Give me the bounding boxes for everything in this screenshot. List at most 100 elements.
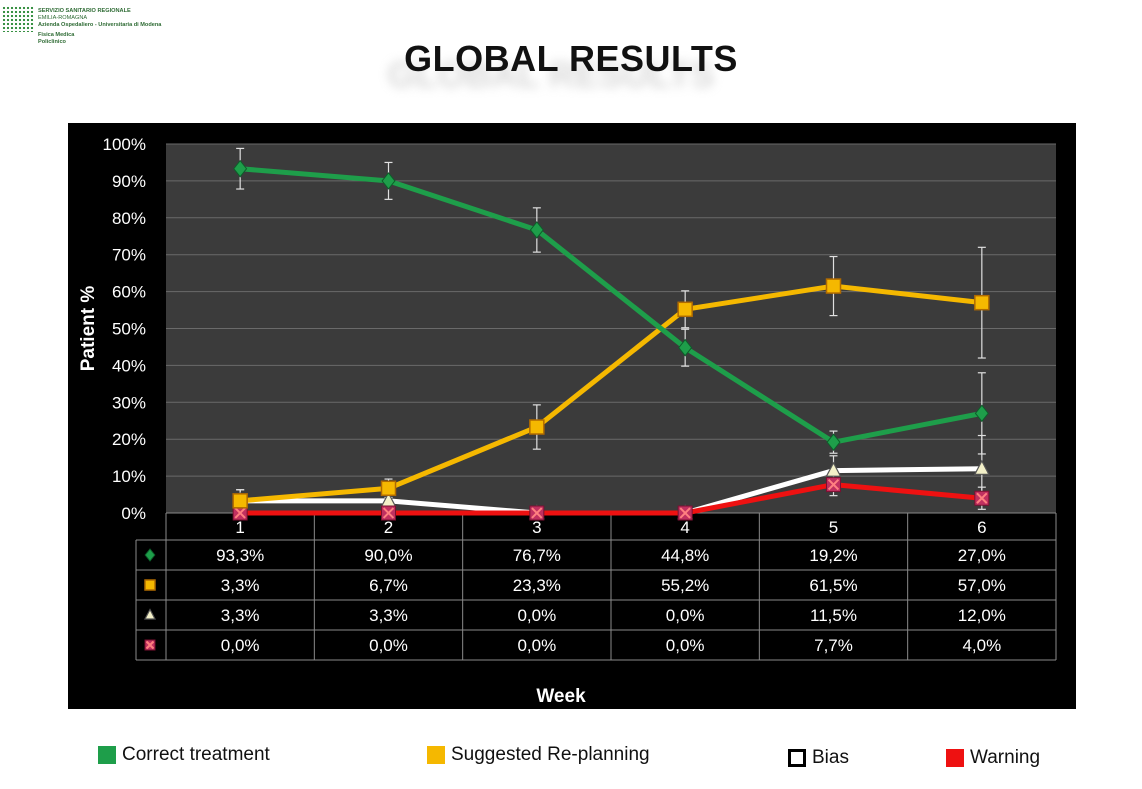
- y-tick-label: 10%: [112, 467, 146, 486]
- y-tick-label: 100%: [103, 135, 146, 154]
- data-point: [974, 294, 990, 311]
- series-line-1: [239, 283, 983, 504]
- series-line-0: [239, 166, 983, 445]
- data-point-marker: [826, 433, 841, 451]
- x-tick-label: 5: [829, 518, 838, 537]
- legend-item-suggested-replanning: Suggested Re-planning: [427, 744, 650, 766]
- data-label: 0,0%: [369, 636, 408, 655]
- data-label: 6,7%: [369, 576, 408, 595]
- data-point: [529, 505, 545, 521]
- x-axis-title: Week: [536, 686, 586, 707]
- data-point-marker-cross: [382, 507, 395, 519]
- data-point: [381, 172, 396, 190]
- data-point-marker: [974, 404, 989, 423]
- legend-swatch: [98, 746, 116, 764]
- data-label: 0,0%: [666, 606, 705, 625]
- data-point: [529, 221, 544, 239]
- logo-dot-grid-icon: [2, 6, 34, 32]
- legend-label: Correct treatment: [122, 744, 270, 765]
- data-point-marker-cross: [679, 507, 691, 519]
- legend-label: Suggested Re-planning: [451, 744, 650, 765]
- data-label: 90,0%: [364, 546, 412, 565]
- data-point-marker-cross: [234, 507, 246, 519]
- legend-swatch: [946, 749, 964, 767]
- data-point: [678, 338, 693, 357]
- data-label: 19,2%: [809, 546, 857, 565]
- data-point-marker: [825, 461, 842, 477]
- x-tick-label: 3: [532, 518, 541, 537]
- data-label: 0,0%: [221, 636, 260, 655]
- table-legend-key: [144, 639, 156, 651]
- data-point: [973, 459, 990, 475]
- data-point-marker: [529, 221, 544, 239]
- data-point: [826, 433, 841, 451]
- data-label: 0,0%: [517, 636, 556, 655]
- legend-swatch: [788, 749, 806, 767]
- data-label: 3,3%: [369, 606, 408, 625]
- data-point-marker-cross: [827, 478, 840, 491]
- legend-item-warning: Warning: [946, 747, 1040, 769]
- page-title: GLOBAL RESULTS: [404, 38, 738, 79]
- x-tick-label: 4: [680, 518, 689, 537]
- legend-item-bias: Bias: [788, 747, 849, 769]
- y-tick-label: 50%: [112, 320, 146, 339]
- data-point: [232, 493, 248, 509]
- data-point-marker: [380, 480, 397, 497]
- data-point: [529, 419, 545, 435]
- data-point: [826, 477, 841, 493]
- legend-label: Bias: [812, 747, 849, 768]
- data-label: 61,5%: [809, 576, 857, 595]
- data-point: [974, 490, 990, 506]
- y-tick-label: 90%: [112, 172, 146, 191]
- data-point-marker-cross: [976, 492, 988, 504]
- y-tick-label: 20%: [112, 430, 146, 449]
- title-shadow: GLOBAL RESULTS: [387, 54, 715, 95]
- data-label: 27,0%: [958, 546, 1006, 565]
- x-tick-label: 2: [384, 518, 393, 537]
- data-point-marker: [144, 548, 156, 562]
- data-label: 0,0%: [517, 606, 556, 625]
- data-point-marker: [381, 172, 396, 190]
- data-table: [135, 512, 1057, 661]
- data-point: [677, 301, 693, 318]
- data-point-marker-cross: [531, 507, 543, 519]
- y-axis-title: Patient %: [78, 286, 99, 372]
- data-label: 76,7%: [513, 546, 561, 565]
- series-line-3: [240, 482, 983, 516]
- chart-panel: 0% 10% 20% 30% 40% 50% 60% 70% 80% 90% 100% Patient…: [68, 123, 1076, 709]
- data-point: [381, 505, 396, 521]
- data-label: 55,2%: [661, 576, 709, 595]
- table-legend-key: [144, 579, 156, 591]
- data-point-marker: [974, 294, 990, 311]
- data-label: 3,3%: [221, 576, 260, 595]
- table-legend-key: [144, 608, 156, 620]
- data-label: 0,0%: [666, 636, 705, 655]
- data-label: 7,7%: [814, 636, 853, 655]
- data-point-marker: [825, 278, 842, 294]
- logo-line: Fisica Medica: [38, 32, 75, 38]
- legend-label: Warning: [970, 747, 1041, 768]
- table-legend-key: [144, 548, 156, 562]
- y-tick-label: 40%: [112, 356, 146, 375]
- logo-line: Azienda Ospedaliero - Universitaria di M…: [38, 22, 162, 28]
- data-label: 12,0%: [958, 606, 1006, 625]
- data-label: 44,8%: [661, 546, 709, 565]
- data-point-marker: [677, 301, 693, 318]
- data-point-marker: [233, 159, 248, 178]
- x-tick-label: 1: [235, 518, 244, 537]
- y-tick-label: 80%: [112, 209, 146, 228]
- data-label: 3,3%: [221, 606, 260, 625]
- logo-line: EMILIA-ROMAGNA: [38, 15, 88, 21]
- chart-legend: Correct treatment Suggested Re-planning …: [0, 735, 1142, 785]
- y-tick-label: 60%: [112, 283, 146, 302]
- data-point: [825, 461, 842, 477]
- y-tick-label: 70%: [112, 246, 146, 265]
- data-point-marker: [973, 459, 990, 475]
- data-point-marker-cross: [145, 640, 155, 650]
- logo-line: SERVIZIO SANITARIO REGIONALE: [38, 8, 131, 14]
- data-label: 23,3%: [513, 576, 561, 595]
- data-point: [232, 505, 248, 521]
- data-point: [825, 278, 842, 294]
- data-label: 11,5%: [810, 606, 857, 625]
- data-point: [974, 404, 989, 423]
